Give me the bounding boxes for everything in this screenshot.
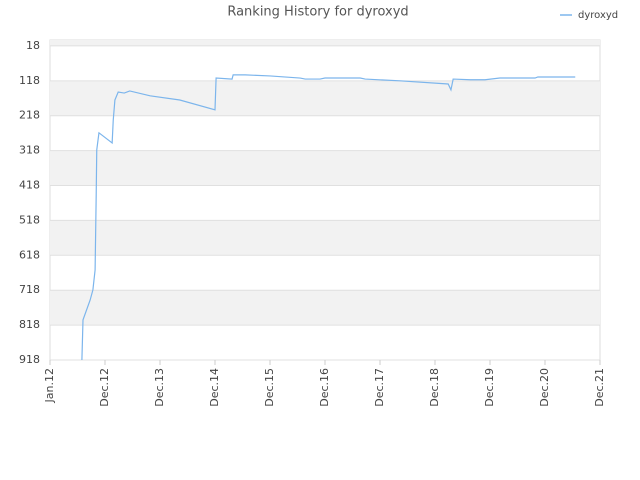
- y-tick-label: 218: [19, 109, 40, 122]
- grid-band: [50, 150, 600, 186]
- chart-title: Ranking History for dyroxyd: [227, 5, 408, 20]
- x-tick-label: Dec.16: [318, 368, 331, 407]
- x-tick-label: Jan.12: [43, 368, 56, 403]
- x-tick-label: Dec.14: [208, 368, 221, 407]
- y-tick-label: 918: [19, 353, 40, 366]
- grid-band: [50, 220, 600, 256]
- grid-band: [50, 40, 600, 46]
- y-tick-label: 618: [19, 248, 40, 261]
- x-tick-label: Dec.17: [373, 368, 386, 407]
- y-tick-label: 818: [19, 318, 40, 331]
- grid-band: [50, 290, 600, 326]
- y-tick-label: 118: [19, 74, 40, 87]
- y-tick-label: 718: [19, 283, 40, 296]
- y-tick-label: 318: [19, 144, 40, 157]
- x-tick-label: Dec.12: [98, 368, 111, 407]
- x-tick-label: Dec.13: [153, 368, 166, 407]
- y-tick-label: 518: [19, 213, 40, 226]
- x-tick-label: Dec.21: [593, 368, 606, 407]
- y-tick-label: 18: [26, 39, 40, 52]
- x-tick-label: Dec.20: [538, 368, 551, 407]
- x-tick-label: Dec.15: [263, 368, 276, 407]
- legend-label: dyroxyd: [578, 10, 618, 21]
- grid-band: [50, 80, 600, 116]
- y-tick-label: 418: [19, 179, 40, 192]
- line-series: [81, 74, 576, 361]
- x-tick-label: Dec.19: [483, 368, 496, 407]
- x-tick-label: Dec.18: [428, 368, 441, 407]
